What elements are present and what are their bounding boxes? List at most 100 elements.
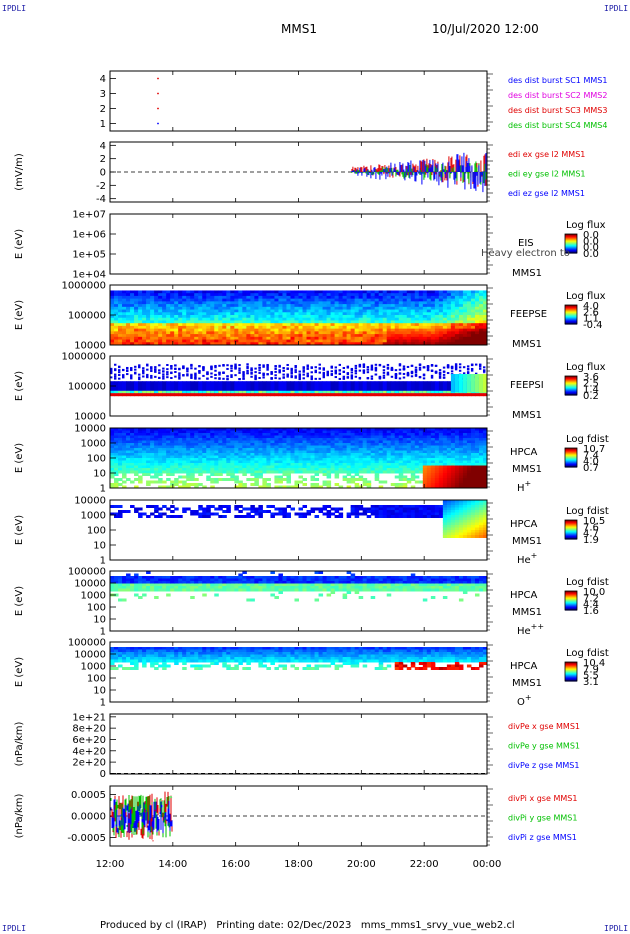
- panel-6-spectrogram-cell: [298, 438, 304, 441]
- panel-6-spectrogram-cell: [166, 470, 171, 474]
- panel-3-colorbar-segment: [565, 237, 577, 240]
- panel-4-colorbar-title: Log flux: [566, 291, 606, 302]
- panel-4-spectrogram-cell: [134, 328, 139, 332]
- panel-5-spectrogram-cell: [190, 393, 195, 397]
- panel-4-spectrogram-cell: [482, 334, 488, 338]
- panel-6-spectrogram-cell: [318, 455, 324, 459]
- panel-6-spectrogram-cell: [266, 453, 271, 456]
- panel-4-spectrogram-cell: [442, 304, 448, 308]
- panel-4-spectrogram-cell: [214, 336, 219, 341]
- panel-4-spectrogram-cell: [390, 293, 396, 297]
- panel-4-spectrogram-cell: [298, 339, 304, 343]
- panel-4-spectrogram-cell: [338, 317, 344, 321]
- panel-5-spectrogram-cell: [426, 369, 430, 372]
- panel-4-spectrogram-cell: [374, 320, 380, 324]
- panel-4-spectrogram-cell: [406, 331, 412, 335]
- panel-4-spectrogram-cell: [470, 293, 476, 297]
- panel-6-spectrogram-cell: [138, 470, 143, 474]
- panel-4-spectrogram-cell: [246, 334, 251, 338]
- panel-4-spectrogram-cell: [394, 309, 400, 313]
- panel-4-spectrogram-cell: [462, 290, 468, 294]
- panel-4-spectrogram-cell: [466, 334, 472, 338]
- panel-4-spectrogram-cell: [210, 293, 215, 297]
- panel-6-spectrogram-cell: [250, 478, 255, 481]
- panel-6-spectrogram-cell: [330, 460, 336, 464]
- panel-6-spectrogram-cell: [154, 475, 159, 479]
- panel-6-spectrogram-cell: [154, 435, 159, 439]
- panel-4-spectrogram-cell: [222, 325, 227, 330]
- panel-6-spectrogram-cell: [186, 465, 191, 469]
- panel-6-spectrogram-cell: [330, 455, 336, 459]
- panel-6-spectrogram-cell: [366, 485, 372, 489]
- panel-4-spectrogram-cell: [286, 317, 291, 321]
- panel-5-spectrogram-cell: [198, 369, 201, 372]
- panel-4-spectrogram-cell: [138, 295, 143, 300]
- panel-6-spectrogram-cell: [214, 440, 219, 444]
- panel-4-spectrogram-cell: [234, 317, 239, 321]
- panel-5-spectrogram-cell: [170, 372, 173, 375]
- panel-6-spectrogram-cell: [134, 468, 139, 471]
- panel-4-spectrogram-cell: [366, 323, 372, 327]
- panel-6-spectrogram-cell: [138, 433, 143, 436]
- panel-6-spectrogram-cell: [234, 485, 239, 489]
- panel-4-spectrogram-cell: [222, 323, 227, 327]
- panel-6-spectrogram-cell: [198, 440, 203, 444]
- panel-4-spectrogram-cell: [266, 334, 271, 338]
- panel-4-spectrogram-cell: [322, 312, 328, 316]
- panel-6-spectrogram-cell: [190, 448, 195, 451]
- panel-6-spectrogram-cell: [390, 483, 396, 486]
- panel-5-spectrogram-cell: [178, 381, 183, 394]
- panel-4-spectrogram-cell: [154, 336, 159, 341]
- panel-6-spectrogram-cell: [154, 443, 159, 446]
- panel-5-spectrogram-cell: [458, 366, 462, 369]
- panel-6-spectrogram-cell: [126, 463, 131, 466]
- panel-4-spectrogram-cell: [262, 336, 267, 341]
- panel-6-spectrogram-cell: [334, 453, 340, 456]
- panel-6-spectrogram-cell: [378, 450, 384, 454]
- panel-6-spectrogram-cell: [154, 433, 159, 436]
- panel-5-spectrogram-cell: [278, 381, 283, 394]
- panel-6-spectrogram-cell: [354, 438, 360, 441]
- panel-4-spectrogram-cell: [310, 317, 316, 321]
- panel-4-spectrogram-cell: [130, 328, 135, 332]
- panel-6-spectrogram-cell: [122, 448, 127, 451]
- panel-5-spectrogram-cell: [358, 376, 362, 379]
- panel-4-spectrogram-cell: [142, 290, 147, 294]
- panel-6-spectrogram-cell: [382, 450, 388, 454]
- panel-6-spectrogram-cell: [314, 465, 320, 469]
- panel-5-spectrogram-cell: [354, 370, 358, 373]
- panel-4-spectrogram-cell: [346, 336, 352, 341]
- panel-6-spectrogram-cell: [258, 485, 263, 489]
- panel-4-spectrogram-cell: [478, 320, 484, 324]
- panel-6-spectrogram-cell: [222, 438, 227, 441]
- panel-4-spectrogram-cell: [386, 342, 392, 346]
- panel-4-spectrogram-cell: [358, 336, 364, 341]
- panel-6-spectrogram-cell: [154, 450, 159, 454]
- panel-4-spectrogram-cell: [454, 312, 460, 316]
- panel-4-spectrogram-cell: [402, 325, 408, 330]
- panel-6-spectrogram-cell: [222, 470, 227, 474]
- panel-6-spectrogram-cell: [230, 435, 235, 439]
- panel-5-spectrogram-cell: [454, 393, 460, 397]
- panel-4-spectrogram-cell: [258, 295, 263, 300]
- panel-6-spectrogram-cell: [178, 460, 183, 464]
- panel-4-spectrogram-cell: [182, 323, 187, 327]
- panel-4-spectrogram-cell: [294, 328, 299, 332]
- panel-4-spectrogram-cell: [398, 323, 404, 327]
- panel-5-spectrogram-cell: [398, 363, 402, 366]
- panel-6-spectrogram-cell: [278, 435, 283, 439]
- panel-5-spectrogram-cell: [430, 364, 434, 367]
- panel-4-spectrogram-cell: [386, 325, 392, 330]
- panel-4-spectrogram-cell: [134, 312, 139, 316]
- panel-5-colorbar-segment: [565, 376, 577, 378]
- panel-5-spectrogram-cell: [274, 393, 279, 397]
- panel-6-spectrogram-cell: [262, 458, 267, 461]
- panel-6-spectrogram-cell: [266, 458, 271, 461]
- panel-4-colorbar-frame: [564, 304, 578, 325]
- panel-6-spectrogram-cell: [294, 433, 299, 436]
- panel-4-spectrogram-cell: [194, 339, 199, 343]
- panel-4-spectrogram-cell: [402, 323, 408, 327]
- panel-6-spectrogram-cell: [126, 478, 131, 481]
- panel-4-spectrogram-cell: [170, 293, 175, 297]
- panel-6-spectrogram-cell: [262, 435, 267, 439]
